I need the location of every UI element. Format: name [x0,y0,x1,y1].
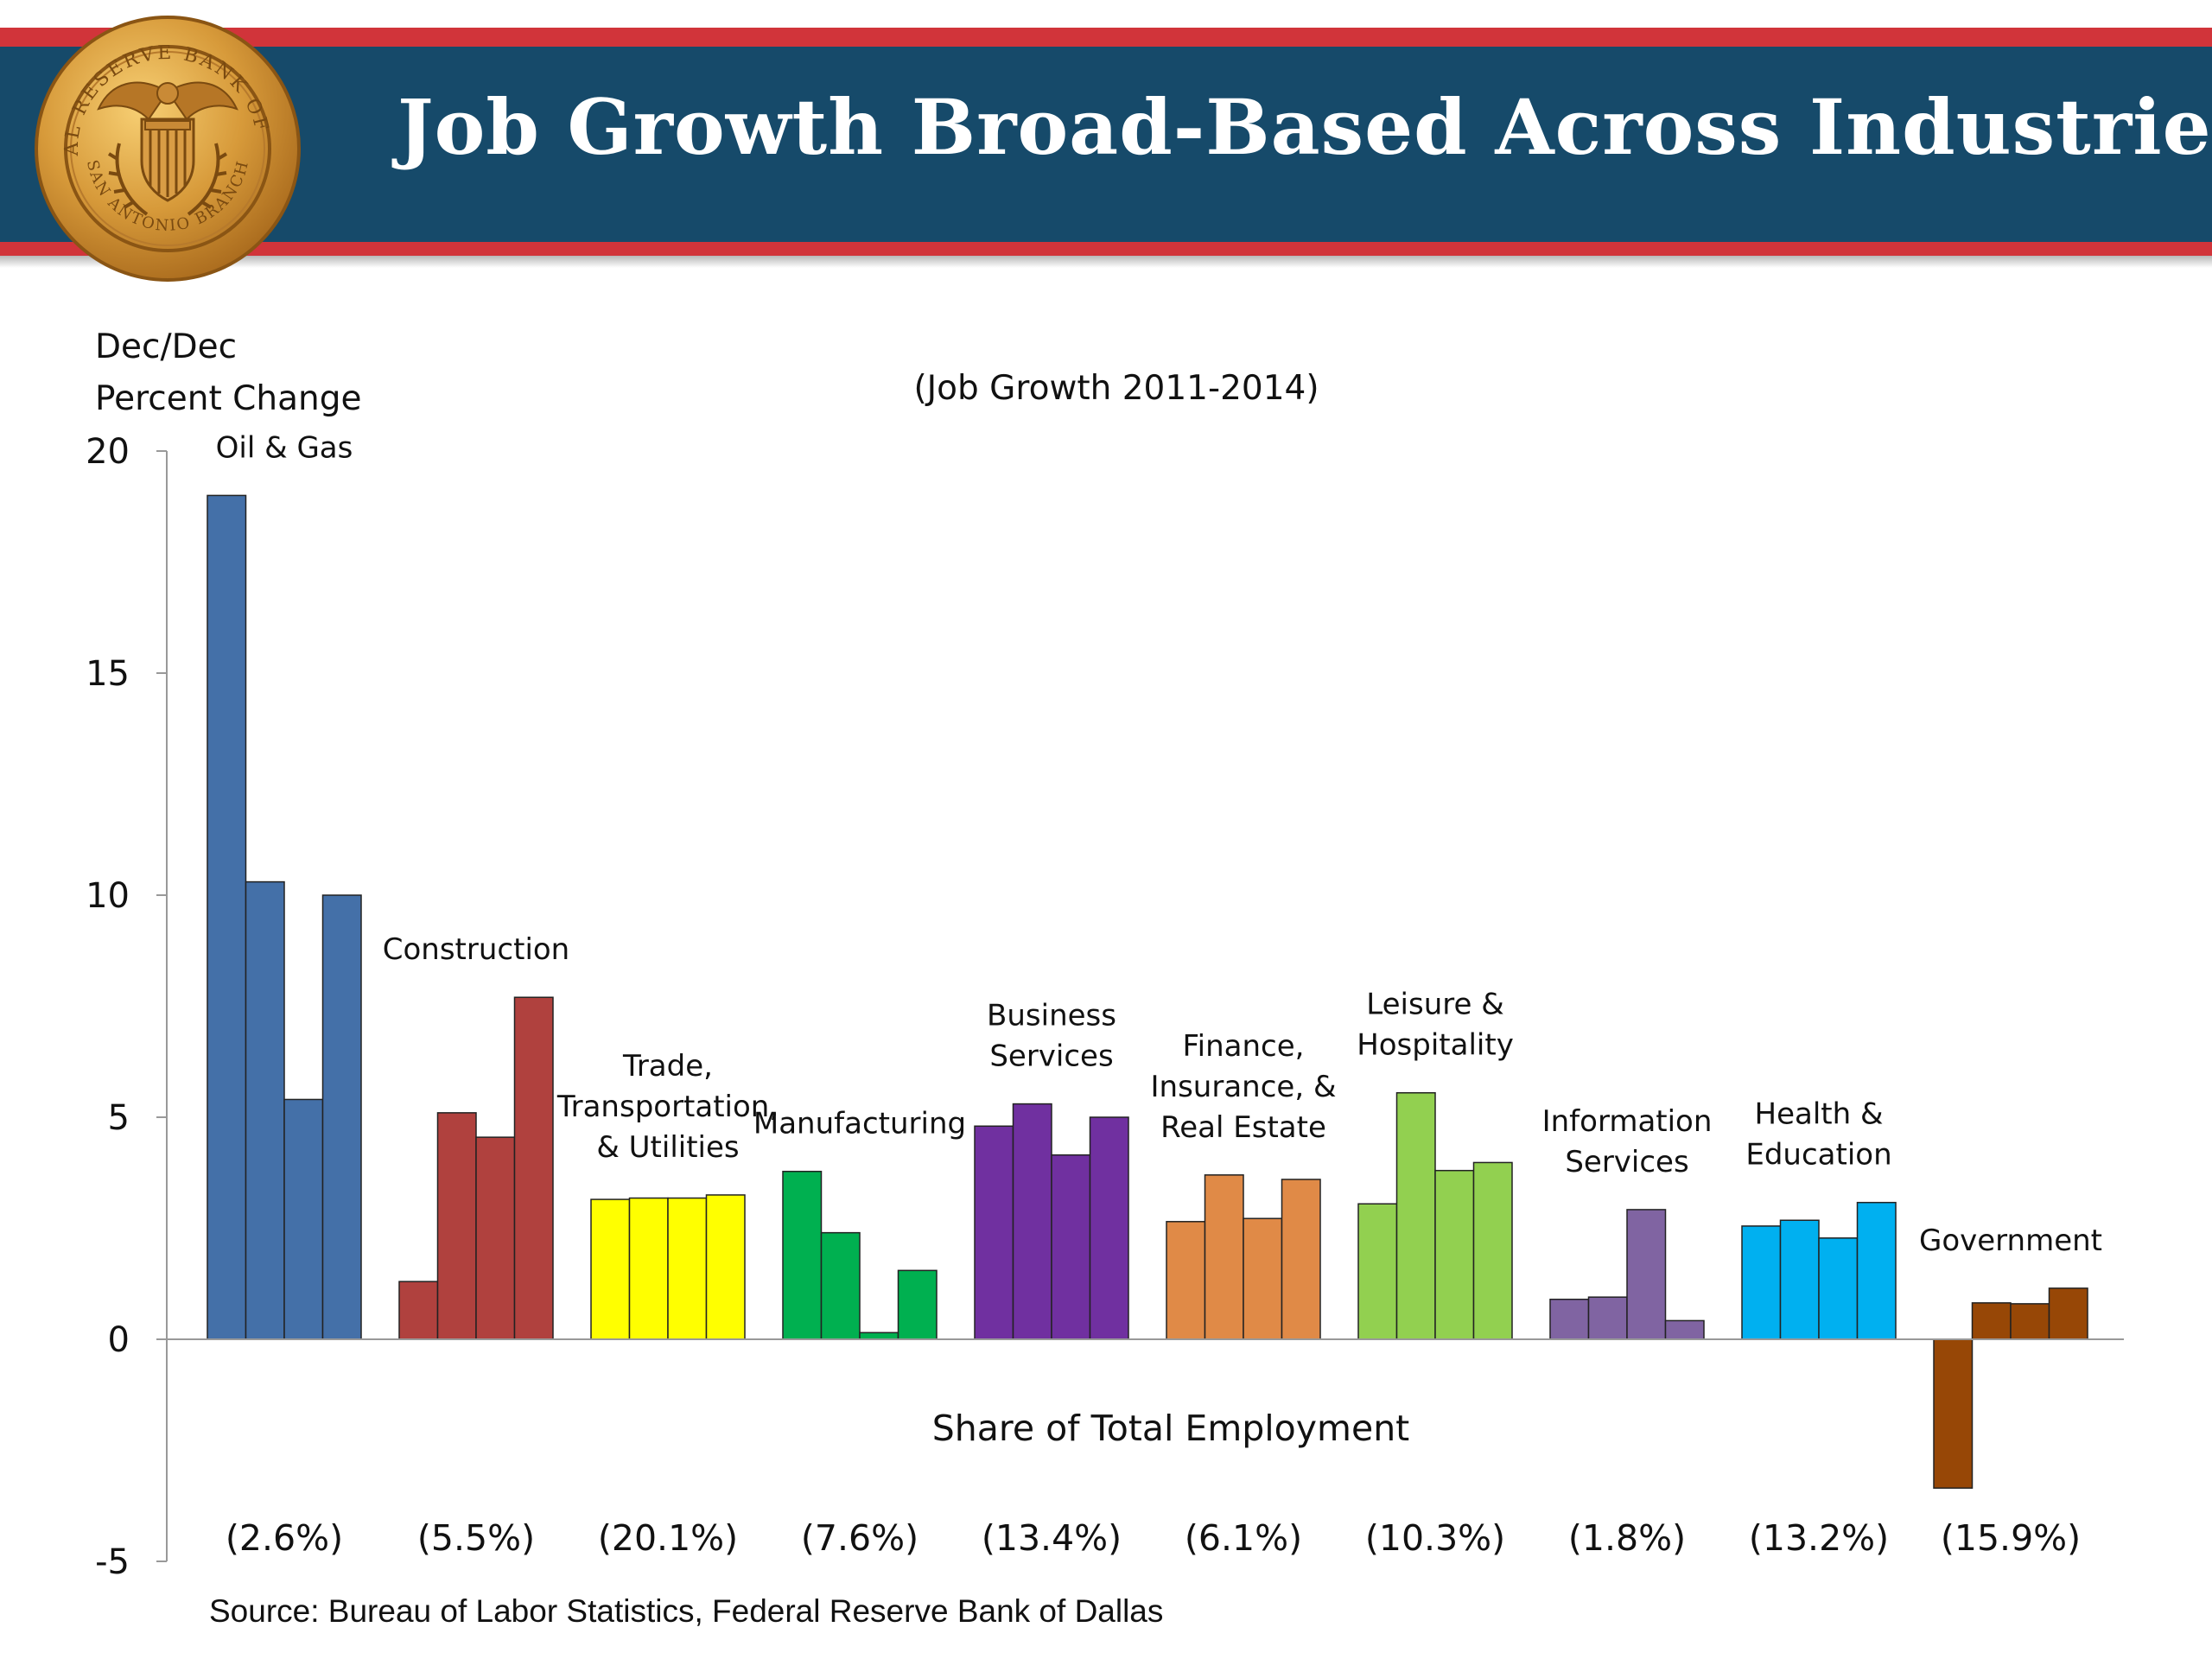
category-label: Education [1745,1138,1891,1173]
category-label: Information [1542,1104,1713,1139]
category-label: Leisure & [1366,988,1503,1022]
y-tick-label: 5 [108,1098,130,1138]
employment-share-label: (13.4%) [982,1517,1122,1559]
chart-subtitle: (Job Growth 2011-2014) [913,369,1319,408]
bar [1971,1302,2012,1340]
bar [283,1098,324,1340]
header-top-stripe [0,28,2212,47]
bar [1818,1237,1859,1340]
page-title: Job Growth Broad-Based Across Industries [397,82,2212,172]
bar [1281,1179,1321,1340]
category-label: Real Estate [1160,1110,1326,1145]
category-label: Government [1919,1224,2102,1258]
bar [1472,1161,1513,1340]
bar [1933,1338,1974,1489]
bar [820,1231,861,1340]
category-label: Services [1565,1145,1688,1179]
category-label: Finance, [1183,1029,1305,1064]
employment-share-label: (7.6%) [801,1517,918,1559]
bar [1357,1203,1398,1340]
category-label: Manufacturing [753,1107,966,1141]
employment-share-label: (5.5%) [417,1517,535,1559]
y-axis-label-line-2: Percent Change [95,379,361,418]
x-axis-label: Share of Total Employment [932,1408,1410,1449]
employment-share-label: (1.8%) [1568,1517,1686,1559]
bar [705,1194,746,1340]
bar [1626,1209,1667,1340]
bar [436,1112,477,1340]
bar [1089,1116,1129,1340]
bar [1395,1091,1436,1340]
category-label: Services [989,1039,1113,1074]
federal-reserve-seal-logo: FEDERAL RESERVE BANK OF DALLAS SAN ANTON… [24,0,302,283]
category-label: Transportation, [556,1090,779,1124]
bar [782,1170,823,1340]
bar [1012,1103,1052,1340]
bar [398,1281,439,1340]
bar [1587,1296,1628,1340]
bar [245,880,285,1340]
bar [1779,1219,1820,1340]
y-tick-label: 10 [86,876,130,916]
category-label: Insurance, & [1151,1070,1337,1104]
bar [321,894,362,1340]
category-label: Trade, [622,1049,713,1084]
category-label: & Utilities [596,1130,739,1165]
bar [1434,1169,1475,1340]
bar [2010,1303,2050,1340]
y-tick-label: 0 [108,1320,130,1360]
category-label: Hospitality [1357,1028,1514,1063]
bar [1243,1217,1283,1340]
bar [2048,1287,2088,1340]
bar [1856,1201,1897,1340]
bar [1549,1298,1590,1340]
category-label: Construction [383,932,569,967]
employment-share-label: (10.3%) [1365,1517,1505,1559]
header-bottom-stripe [0,242,2212,256]
employment-share-label: (15.9%) [1941,1517,2081,1559]
bar [590,1198,631,1340]
bar [974,1125,1014,1340]
bar [475,1136,516,1340]
y-tick-label: -5 [95,1542,130,1582]
employment-share-label: (2.6%) [226,1517,343,1559]
bar [897,1269,938,1340]
y-tick-label: 15 [86,654,130,694]
bar-chart: Dec/Dec Percent Change (Job Growth 2011-… [86,327,2124,1582]
bar [667,1197,708,1340]
bar [859,1332,899,1340]
bar [628,1197,669,1340]
source-note: Source: Bureau of Labor Statistics, Fede… [209,1593,1164,1629]
bar [1664,1319,1705,1340]
employment-share-label: (20.1%) [598,1517,738,1559]
header-band [0,47,2212,242]
header-banner [0,28,2212,268]
bar [207,494,247,1340]
bar [1741,1225,1782,1340]
category-label: Health & [1755,1097,1884,1132]
bar [513,996,554,1340]
category-label: Oil & Gas [216,430,353,465]
category-label: Business [987,999,1116,1033]
bar [1166,1221,1206,1340]
y-tick-label: 20 [86,432,130,472]
header-shadow [0,256,2212,268]
y-axis-label-line-1: Dec/Dec [95,327,237,366]
employment-share-label: (6.1%) [1185,1517,1302,1559]
bar [1051,1154,1091,1340]
employment-share-label: (13.2%) [1749,1517,1889,1559]
bar [1204,1174,1244,1340]
